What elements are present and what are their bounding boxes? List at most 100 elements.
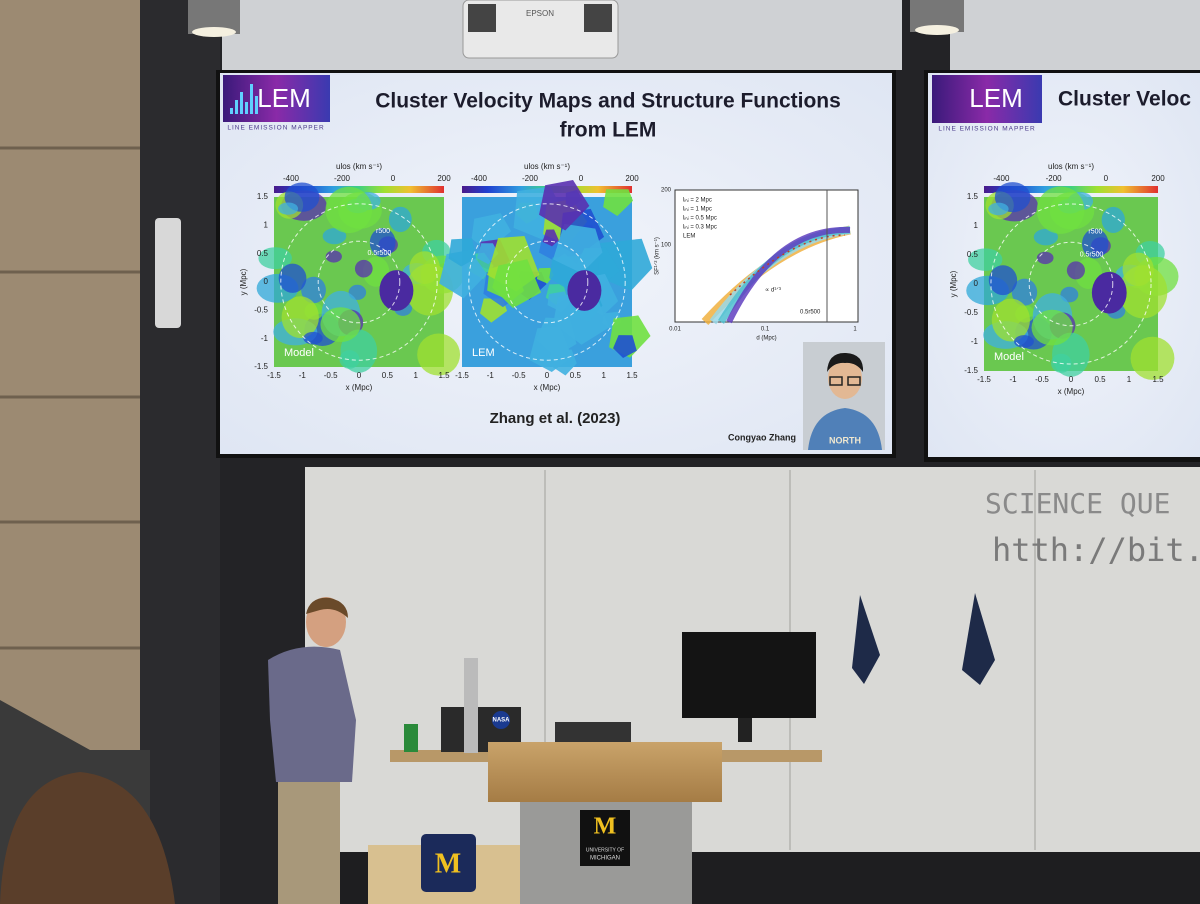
can bbox=[404, 724, 418, 752]
second-slide: LEM LINE EMISSION MAPPER Cluster Veloc -… bbox=[932, 75, 1191, 396]
logo-text: LEM bbox=[969, 83, 1022, 113]
x-tick-label: 0.5 bbox=[570, 371, 582, 380]
x-tick-label: 1.5 bbox=[1152, 375, 1164, 384]
map-blob bbox=[278, 263, 307, 293]
map-label: Model bbox=[994, 351, 1024, 363]
x-tick-label: -1.5 bbox=[267, 371, 281, 380]
portrait-shirt bbox=[808, 408, 882, 450]
colorbar-tick-label: 200 bbox=[625, 174, 639, 183]
colorbar-tick-label: -400 bbox=[993, 174, 1010, 183]
slide-title: Cluster Velocity Maps and Structure Func… bbox=[375, 90, 841, 113]
map-cell bbox=[553, 223, 603, 274]
map-cell bbox=[439, 249, 487, 299]
colorbar-tick-label: 0 bbox=[391, 174, 396, 183]
sf-band bbox=[726, 226, 851, 324]
map-label: LEM bbox=[472, 347, 495, 359]
map-blob bbox=[1031, 309, 1073, 346]
map-blob bbox=[1014, 335, 1034, 348]
x-tick-label: 0.5 bbox=[1094, 375, 1106, 384]
radius-label: 0.5r500 bbox=[368, 250, 392, 257]
podium-text: UNIVERSITY OF bbox=[586, 847, 624, 853]
ceiling bbox=[950, 0, 1200, 70]
podium: M UNIVERSITY OF MICHIGAN bbox=[488, 742, 722, 904]
portrait-face bbox=[828, 357, 862, 399]
wall-speaker bbox=[155, 218, 181, 328]
map-cell bbox=[492, 259, 542, 309]
map-blob bbox=[303, 331, 323, 345]
x-tick-label: 1 bbox=[601, 371, 606, 380]
colorbar-tick-label: -200 bbox=[522, 174, 539, 183]
colorbar-tick-label: 0 bbox=[579, 174, 584, 183]
map-blob bbox=[1082, 228, 1109, 259]
colorbar-label: ulos (km s⁻¹) bbox=[1048, 162, 1094, 171]
logo-subtitle: LINE EMISSION MAPPER bbox=[938, 126, 1035, 133]
x-tick-label: 0 bbox=[357, 371, 362, 380]
map-blob bbox=[278, 202, 299, 215]
map-blob bbox=[1101, 206, 1125, 233]
radius-circle bbox=[990, 203, 1152, 365]
sf-x-tick-label: 1 bbox=[853, 327, 857, 333]
projector: EPSON bbox=[462, 0, 619, 59]
cube-logo: M bbox=[435, 848, 461, 879]
monitor bbox=[682, 632, 816, 718]
radius-circle bbox=[468, 203, 626, 361]
y-tick-label: 1 bbox=[974, 221, 979, 230]
projector-brand: EPSON bbox=[526, 9, 554, 18]
x-tick-label: 0 bbox=[1069, 375, 1074, 384]
sf-y-tick-label: 200 bbox=[661, 188, 672, 194]
sf-radius-label: 0.5r500 bbox=[800, 310, 821, 316]
podium-text: MICHIGAN bbox=[590, 856, 620, 862]
y-tick-label: -1.5 bbox=[964, 366, 978, 375]
map-blob bbox=[1130, 336, 1175, 380]
map-cell bbox=[613, 335, 637, 358]
map-blob bbox=[340, 329, 378, 373]
x-tick-label: -1 bbox=[487, 371, 495, 380]
y-tick-label: 1.5 bbox=[967, 192, 979, 201]
map-cell bbox=[603, 189, 633, 216]
panel-seams bbox=[0, 146, 140, 650]
map-cell bbox=[448, 238, 477, 267]
colorbar-tick-label: 200 bbox=[437, 174, 451, 183]
x-tick-label: 0.5 bbox=[382, 371, 394, 380]
sticker-text: NASA bbox=[492, 718, 510, 724]
map-blob bbox=[281, 296, 319, 339]
sf-x-tick-label: 0.01 bbox=[669, 327, 681, 333]
x-axis-label: x (Mpc) bbox=[534, 383, 561, 392]
logo-text: LEM bbox=[257, 83, 310, 113]
map-cell bbox=[536, 267, 554, 284]
map-blob bbox=[988, 202, 1009, 216]
sf-lem bbox=[729, 234, 846, 296]
x-tick-label: -1 bbox=[299, 371, 307, 380]
podium-logo: M bbox=[594, 814, 617, 840]
y-tick-label: -1.5 bbox=[254, 362, 268, 371]
sf-legend-label: lᵢₙⱼ = 2 Mpc bbox=[683, 198, 712, 204]
colorbar-tick-label: 200 bbox=[1151, 174, 1165, 183]
x-tick-label: 1.5 bbox=[626, 371, 638, 380]
map-blob bbox=[1033, 228, 1058, 246]
ceiling-light bbox=[915, 25, 959, 35]
y-axis-label: y (Mpc) bbox=[949, 270, 958, 297]
ceiling-light bbox=[192, 27, 236, 37]
colorbar-tick-label: 0 bbox=[1104, 174, 1109, 183]
map-blob bbox=[354, 259, 373, 278]
map-blob bbox=[301, 276, 326, 304]
y-tick-label: 1 bbox=[264, 220, 269, 229]
map-blob bbox=[322, 228, 347, 245]
radius-circle bbox=[280, 203, 438, 361]
map-cell bbox=[536, 317, 577, 357]
y-tick-label: 0.5 bbox=[967, 250, 979, 259]
x-axis-label: x (Mpc) bbox=[346, 383, 373, 392]
y-tick-label: 1.5 bbox=[257, 192, 269, 201]
x-axis-label: x (Mpc) bbox=[1058, 387, 1085, 396]
x-tick-label: -0.5 bbox=[324, 371, 338, 380]
sf-y-label: SF¹ᐟ² (km s⁻¹) bbox=[654, 237, 661, 275]
radius-circle bbox=[505, 240, 589, 324]
logo-subtitle: LINE EMISSION MAPPER bbox=[227, 125, 324, 132]
map-blob bbox=[1066, 261, 1085, 280]
radius-label: 0.5r500 bbox=[1080, 251, 1104, 258]
y-tick-label: -1 bbox=[971, 337, 979, 346]
y-tick-label: -0.5 bbox=[964, 308, 978, 317]
photo-caption: Congyao Zhang bbox=[728, 432, 796, 442]
map-blob bbox=[325, 186, 373, 233]
x-tick-label: 0 bbox=[545, 371, 550, 380]
